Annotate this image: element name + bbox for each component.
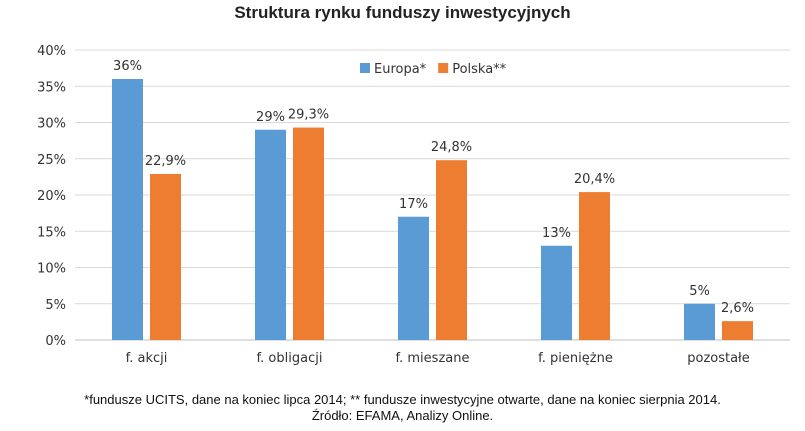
legend-label: Polska** [452,62,506,77]
bar-polska [722,321,753,340]
footnote-sources: *fundusze UCITS, dane na koniec lipca 20… [84,392,721,407]
legend-swatch-europa [360,63,370,73]
y-tick-label: 0% [45,334,66,349]
data-label: 22,9% [145,154,186,169]
x-tick-label: f. mieszane [396,351,470,366]
bar-polska [293,127,324,340]
data-label: 29,3% [288,108,329,123]
data-label: 36% [113,59,142,74]
y-tick-label: 5% [45,298,66,313]
bar-polska [150,173,181,340]
data-label: 17% [399,197,428,212]
legend-label: Europa* [374,62,427,77]
x-tick-label: f. akcji [126,351,168,366]
bar-europa [684,303,715,340]
bar-polska [579,192,610,340]
footnote-origin: Źródło: EFAMA, Analizy Online. [311,408,494,423]
legend-swatch-polska [438,63,449,73]
y-tick-label: 20% [37,189,66,204]
data-label: 20,4% [574,172,615,187]
data-label: 24,8% [431,140,472,155]
data-label: 2,6% [721,301,754,316]
data-label: 5% [689,284,710,299]
bar-polska [436,160,467,340]
y-tick-label: 10% [37,262,66,277]
y-tick-label: 30% [37,117,66,132]
x-tick-label: pozostałe [687,351,750,366]
data-label: 29% [256,110,285,125]
bar-europa [541,245,572,340]
y-tick-label: 25% [37,153,66,168]
data-label: 13% [542,226,571,241]
y-tick-label: 35% [37,80,66,95]
chart-title: Struktura rynku funduszy inwestycyjnych [234,3,571,22]
bar-europa [398,216,429,340]
x-tick-label: f. pieniężne [538,351,613,366]
bar-europa [255,129,286,340]
x-tick-label: f. obligacji [257,351,323,366]
y-tick-label: 40% [37,44,66,59]
bar-europa [112,79,143,340]
y-tick-label: 15% [37,225,66,240]
